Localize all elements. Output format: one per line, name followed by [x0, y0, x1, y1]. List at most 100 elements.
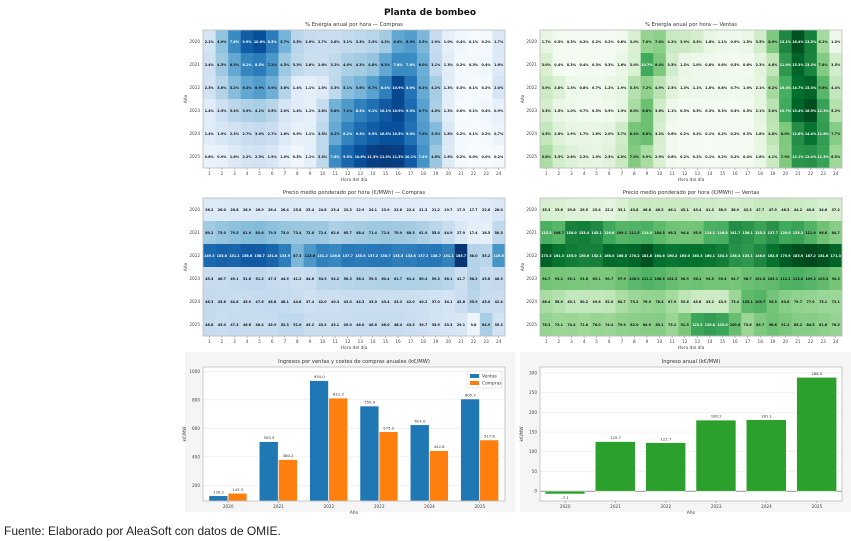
cell-label: 29.5 [580, 208, 589, 212]
heatmap-cell [303, 244, 317, 268]
heatmap-cell [640, 221, 654, 245]
cell-label: 73.6 [744, 323, 753, 327]
cell-label: 1.9% [617, 86, 627, 90]
cell-label: 0.6% [743, 63, 753, 67]
heatmap-cell [779, 198, 792, 222]
x-tick-label: 4 [246, 339, 249, 344]
cell-label: 43.4 [693, 208, 702, 212]
heatmap-cell [240, 290, 254, 314]
cell-label: 15.4% [792, 109, 804, 113]
heatmap-cell [691, 221, 704, 245]
heatmap-cell [703, 53, 717, 77]
cell-label: 10.7% [780, 109, 792, 113]
heatmap-cell [540, 122, 553, 146]
cell-label: 0.3% [469, 63, 479, 67]
y-tick-label: 2024 [526, 131, 537, 136]
cell-label: 90.7 [605, 277, 614, 281]
cell-label: 7.0% [419, 132, 429, 136]
heatmap-cell [253, 267, 267, 291]
bar-ingreso [695, 419, 737, 492]
cell-label: 43.1 [331, 323, 340, 327]
cell-label: 101.2 [667, 277, 677, 281]
heatmap-cell [602, 267, 616, 291]
heatmap-cell [328, 53, 342, 77]
heatmap-cell [565, 267, 579, 291]
heatmap-cell [791, 221, 805, 245]
y-axis-label: Año [520, 94, 526, 103]
x-tick-label: 6 [608, 339, 611, 344]
cell-label: 71.8 [580, 323, 589, 327]
cell-label: 7.8% [393, 63, 403, 67]
heatmap-cell [791, 244, 805, 268]
heatmap-cell [552, 313, 566, 337]
heatmap-cell [540, 76, 553, 100]
cell-label: 4.8% [768, 132, 778, 136]
heatmap-cell [741, 99, 755, 123]
heatmap-cell [354, 122, 367, 146]
cell-label: 9.5% [343, 155, 353, 159]
heatmap-cell [791, 53, 805, 77]
x-tick-label: 5 [258, 171, 261, 176]
cell-label: 115.2 [541, 231, 551, 235]
heatmap-cell [316, 244, 330, 268]
y-tick-label: 2020 [526, 39, 537, 44]
heatmap-cell [291, 313, 304, 337]
heatmap-cell [492, 145, 506, 169]
heatmap-cell [492, 99, 506, 123]
heatmap-cell [391, 53, 405, 77]
heatmap-cell [228, 244, 242, 268]
cell-label: 0.2% [680, 155, 690, 159]
heatmap-cell [640, 267, 654, 291]
y-tick-label: 300 [529, 370, 537, 375]
cell-label: 96.6 [819, 231, 828, 235]
cell-label: 0.4% [482, 109, 492, 113]
cell-label: 0.8% [705, 63, 715, 67]
heatmap-cell [454, 313, 468, 337]
heatmap-cell [341, 99, 355, 123]
cell-label: 67.9 [668, 300, 677, 304]
heatmap-cell [240, 244, 254, 268]
heatmap-cell [602, 244, 616, 268]
heatmap-cell [429, 76, 443, 100]
cell-label: 22.4 [407, 208, 416, 212]
heatmap-cell [328, 267, 342, 291]
cell-label: 78.3 [542, 323, 551, 327]
cell-label: 5.2% [831, 109, 841, 113]
plot-frame [539, 29, 843, 169]
cell-label: 1.1% [693, 86, 703, 90]
heatmap-cell [278, 53, 292, 77]
heatmap-cell [703, 145, 717, 169]
cell-label: 1.0% [567, 109, 577, 113]
chart-title: % Energía anual por hora — Compras [305, 21, 403, 28]
cell-label: 25.4 [306, 208, 315, 212]
heatmap-cell [391, 198, 405, 222]
cell-label: 50.5 [495, 231, 504, 235]
heatmap-cell [442, 313, 455, 337]
heatmap-cell [366, 290, 380, 314]
heatmap-cell [552, 76, 566, 100]
heatmap-cell [590, 267, 604, 291]
x-tick-label: 2 [221, 339, 224, 344]
heatmap-cell [540, 30, 553, 54]
heatmap-cell [328, 145, 342, 169]
heatmap-cell [379, 244, 393, 268]
x-tick-label: 15 [720, 339, 726, 344]
heatmap-cell [228, 145, 242, 169]
cell-label: 0.2% [456, 155, 466, 159]
heatmap-cell [678, 290, 692, 314]
bar-compras [278, 459, 298, 502]
x-tick-label: 4 [246, 171, 249, 176]
bar-value-label: 122.7 [660, 436, 671, 441]
heatmap-cell [215, 267, 229, 291]
cell-label: 166.5 [617, 254, 628, 258]
cell-label: 6.2% [419, 86, 429, 90]
cell-label: 136.1 [742, 231, 753, 235]
cell-label: 8.9% [406, 86, 416, 90]
cell-label: 10.9% [392, 109, 404, 113]
heatmap-cell [391, 145, 405, 169]
cell-label: 49.1 [567, 300, 576, 304]
heatmap-cell [779, 313, 792, 337]
heatmap-cell [442, 99, 455, 123]
heatmap-cell [728, 290, 742, 314]
heatmap-cell [640, 313, 654, 337]
